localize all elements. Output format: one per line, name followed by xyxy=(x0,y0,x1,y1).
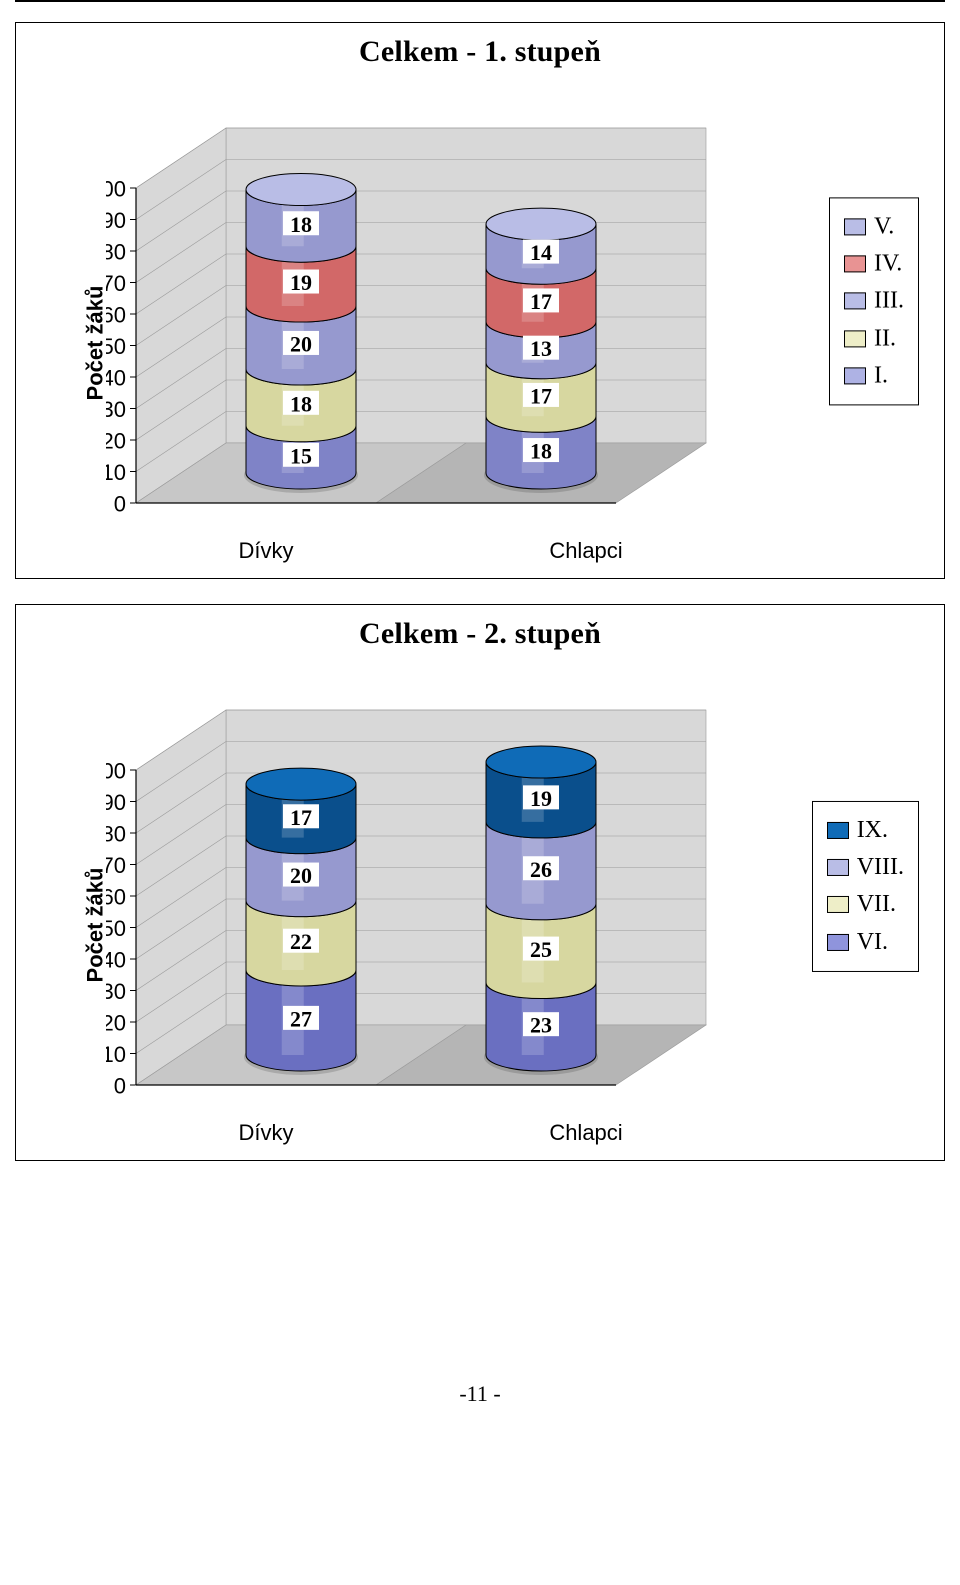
legend-swatch xyxy=(844,330,866,347)
svg-text:26: 26 xyxy=(530,857,552,882)
svg-text:90: 90 xyxy=(106,208,126,233)
svg-text:90: 90 xyxy=(106,790,126,815)
legend-swatch xyxy=(827,896,849,913)
svg-text:30: 30 xyxy=(106,397,126,422)
svg-text:20: 20 xyxy=(106,1011,126,1036)
page-number: -11 - xyxy=(15,1381,945,1407)
svg-text:60: 60 xyxy=(106,885,126,910)
legend-label: VI. xyxy=(857,924,888,961)
chart-panel-2: Celkem - 2. stupeň Počet žáků 0 10 20 30 40 5… xyxy=(15,604,945,1161)
svg-text:20: 20 xyxy=(106,429,126,454)
legend-swatch xyxy=(844,218,866,235)
svg-text:17: 17 xyxy=(530,383,552,408)
svg-text:70: 70 xyxy=(106,271,126,296)
chart-title-1: Celkem - 1. stupeň xyxy=(16,35,944,69)
xtick-divky-2: Dívky xyxy=(106,1120,426,1146)
svg-text:18: 18 xyxy=(290,391,312,416)
chart-panel-1: Celkem - 1. stupeň Počet žáků 0 10 20 30 40 5… xyxy=(15,22,945,579)
svg-text:27: 27 xyxy=(290,1006,312,1031)
legend-swatch xyxy=(844,256,866,273)
legend-label: V. xyxy=(874,208,894,245)
svg-text:30: 30 xyxy=(106,979,126,1004)
legend-label: I. xyxy=(874,357,888,394)
legend-swatch xyxy=(844,293,866,310)
legend-label: II. xyxy=(874,320,896,357)
svg-text:14: 14 xyxy=(530,240,552,265)
xtick-chlapci-2: Chlapci xyxy=(426,1120,746,1146)
svg-text:80: 80 xyxy=(106,240,126,265)
chart-body-1: Počet žáků 0 10 20 30 40 50 60 70 80 90 100 15 18 20 1… xyxy=(16,73,944,563)
legend-label: IX. xyxy=(857,812,888,849)
svg-text:17: 17 xyxy=(290,805,312,830)
svg-text:19: 19 xyxy=(290,270,312,295)
y-axis-title-1: Počet žáků xyxy=(82,285,108,400)
legend-item: IV. xyxy=(844,246,904,283)
page-top-rule xyxy=(15,0,945,2)
legend-item: IX. xyxy=(827,812,904,849)
xtick-divky-1: Dívky xyxy=(106,538,426,564)
legend-item: VI. xyxy=(827,924,904,961)
legend-swatch xyxy=(827,859,849,876)
y-axis-title-2: Počet žáků xyxy=(82,867,108,982)
x-labels-2: Dívky Chlapci xyxy=(106,1120,746,1146)
legend-label: IV. xyxy=(874,246,902,283)
chart-body-2: Počet žáků 0 10 20 30 40 50 60 70 80 90 100 27 22 20 1… xyxy=(16,655,944,1145)
svg-text:80: 80 xyxy=(106,822,126,847)
svg-text:18: 18 xyxy=(530,439,552,464)
chart-svg-1: 0 10 20 30 40 50 60 70 80 90 100 15 18 20 19 18 18 17 13 17… xyxy=(106,103,746,543)
legend-label: III. xyxy=(874,283,904,320)
svg-text:50: 50 xyxy=(106,916,126,941)
xtick-chlapci-1: Chlapci xyxy=(426,538,746,564)
svg-text:13: 13 xyxy=(530,336,552,361)
chart-title-2: Celkem - 2. stupeň xyxy=(16,617,944,651)
svg-text:0: 0 xyxy=(114,1074,126,1099)
svg-text:20: 20 xyxy=(290,331,312,356)
svg-text:20: 20 xyxy=(290,863,312,888)
svg-text:22: 22 xyxy=(290,929,312,954)
legend-swatch xyxy=(827,934,849,951)
svg-text:23: 23 xyxy=(530,1013,552,1038)
legend-label: VII. xyxy=(857,886,896,923)
svg-text:100: 100 xyxy=(106,759,126,784)
svg-text:17: 17 xyxy=(530,289,552,314)
legend-item: I. xyxy=(844,357,904,394)
legend-2: IX.VIII.VII.VI. xyxy=(812,801,919,972)
legend-item: III. xyxy=(844,283,904,320)
svg-text:18: 18 xyxy=(290,212,312,237)
svg-text:40: 40 xyxy=(106,948,126,973)
svg-text:10: 10 xyxy=(106,1042,126,1067)
legend-item: II. xyxy=(844,320,904,357)
x-labels-1: Dívky Chlapci xyxy=(106,538,746,564)
svg-text:100: 100 xyxy=(106,177,126,202)
legend-1: V.IV.III.II.I. xyxy=(829,197,919,405)
svg-text:25: 25 xyxy=(530,937,552,962)
legend-swatch xyxy=(844,367,866,384)
svg-text:50: 50 xyxy=(106,334,126,359)
svg-text:15: 15 xyxy=(290,443,312,468)
svg-text:70: 70 xyxy=(106,853,126,878)
svg-text:10: 10 xyxy=(106,460,126,485)
legend-label: VIII. xyxy=(857,849,904,886)
svg-text:40: 40 xyxy=(106,366,126,391)
legend-item: VIII. xyxy=(827,849,904,886)
chart-svg-2: 0 10 20 30 40 50 60 70 80 90 100 27 22 20 17 23 25 26 19 xyxy=(106,685,746,1125)
svg-text:19: 19 xyxy=(530,786,552,811)
svg-text:0: 0 xyxy=(114,492,126,517)
legend-item: V. xyxy=(844,208,904,245)
legend-swatch xyxy=(827,822,849,839)
svg-text:60: 60 xyxy=(106,303,126,328)
legend-item: VII. xyxy=(827,886,904,923)
